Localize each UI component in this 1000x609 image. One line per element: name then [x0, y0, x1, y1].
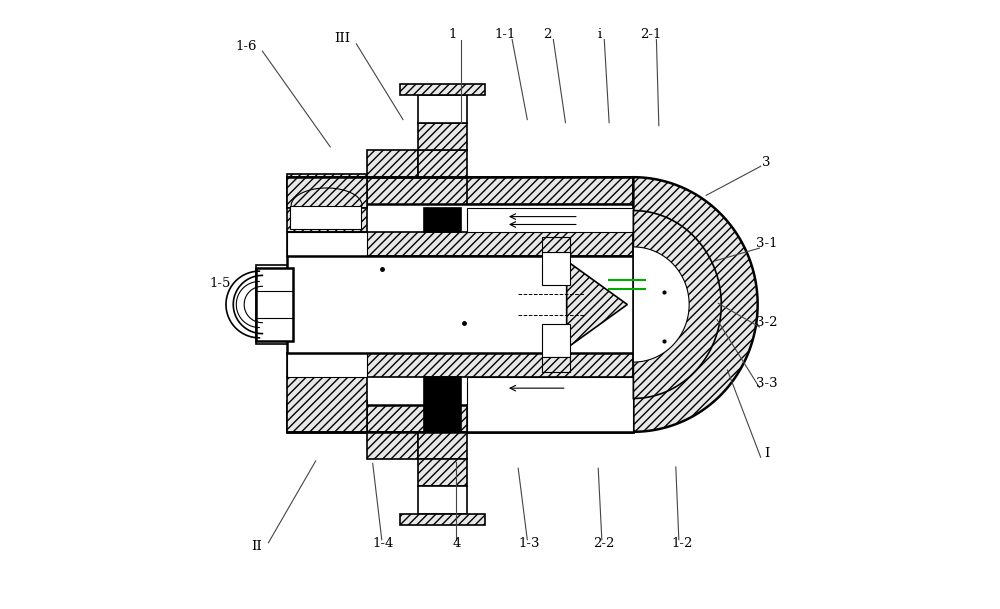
- Bar: [287, 232, 633, 256]
- Bar: [400, 513, 485, 524]
- Bar: [467, 404, 633, 432]
- Text: 3-2: 3-2: [756, 316, 777, 329]
- Bar: [287, 401, 367, 432]
- Bar: [287, 232, 367, 256]
- Text: II: II: [251, 541, 262, 554]
- Text: 3-3: 3-3: [756, 377, 778, 390]
- Bar: [467, 377, 633, 432]
- Text: 1-5: 1-5: [209, 276, 231, 290]
- Bar: [287, 353, 367, 377]
- Text: i: i: [598, 28, 602, 41]
- Bar: [256, 268, 293, 341]
- Bar: [287, 377, 367, 432]
- Bar: [467, 177, 633, 205]
- Text: I: I: [764, 446, 769, 460]
- Bar: [287, 208, 367, 232]
- Polygon shape: [567, 261, 627, 348]
- Bar: [367, 432, 418, 459]
- Text: 3: 3: [762, 155, 771, 169]
- Bar: [290, 206, 361, 229]
- Text: 1-1: 1-1: [494, 28, 516, 41]
- Bar: [418, 150, 467, 177]
- Bar: [287, 404, 633, 432]
- Bar: [287, 256, 633, 353]
- Bar: [256, 265, 287, 344]
- Bar: [418, 459, 467, 487]
- Bar: [418, 96, 467, 122]
- Text: 1-6: 1-6: [236, 40, 257, 54]
- Bar: [542, 324, 570, 357]
- Bar: [467, 208, 633, 232]
- Text: 1-2: 1-2: [671, 538, 693, 551]
- Text: 1-3: 1-3: [518, 538, 540, 551]
- Bar: [424, 208, 461, 232]
- Text: 3-1: 3-1: [756, 238, 777, 250]
- Polygon shape: [633, 177, 758, 432]
- Text: 2: 2: [543, 28, 551, 41]
- Bar: [287, 177, 633, 205]
- Bar: [287, 353, 633, 377]
- Bar: [287, 177, 367, 208]
- Text: III: III: [334, 32, 350, 46]
- Bar: [542, 252, 570, 285]
- Bar: [418, 432, 467, 459]
- Bar: [367, 150, 418, 177]
- Text: 2-2: 2-2: [594, 538, 615, 551]
- Text: 1: 1: [449, 28, 457, 41]
- Polygon shape: [287, 174, 367, 208]
- Polygon shape: [633, 211, 721, 398]
- Text: 1-4: 1-4: [373, 538, 394, 551]
- Bar: [418, 487, 467, 513]
- Polygon shape: [633, 247, 689, 362]
- Text: 4: 4: [452, 538, 461, 551]
- Bar: [542, 357, 570, 372]
- Bar: [542, 237, 570, 252]
- Bar: [400, 85, 485, 96]
- Text: 2-1: 2-1: [640, 28, 661, 41]
- Bar: [424, 377, 461, 432]
- Bar: [418, 122, 467, 150]
